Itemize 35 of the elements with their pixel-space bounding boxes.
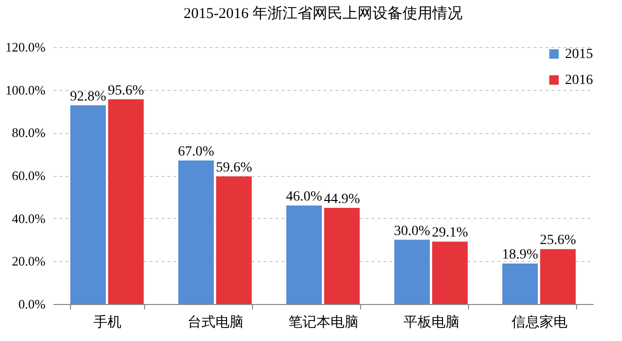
x-tick-label: 笔记本电脑 <box>288 314 358 330</box>
y-tick-label: 0.0% <box>18 296 46 312</box>
y-tick-label: 100.0% <box>5 82 46 98</box>
data-label: 44.9% <box>324 192 360 207</box>
data-label: 46.0% <box>286 189 322 204</box>
data-label: 18.9% <box>502 248 538 263</box>
data-label: 95.6% <box>108 83 144 98</box>
legend-label: 2015 <box>565 47 593 62</box>
bar <box>70 105 106 304</box>
bar <box>108 99 144 304</box>
y-tick-label: 60.0% <box>12 168 46 183</box>
bar <box>502 264 538 304</box>
x-tick-label: 手机 <box>94 314 122 330</box>
data-label: 25.6% <box>540 233 576 248</box>
data-label: 29.1% <box>432 226 468 241</box>
bar <box>286 205 322 304</box>
y-tick-label: 40.0% <box>12 210 46 226</box>
x-tick-label: 平板电脑 <box>404 314 460 330</box>
bar <box>394 240 430 304</box>
y-tick-label: 20.0% <box>12 254 46 269</box>
bar <box>216 176 252 304</box>
y-tick-label: 120.0% <box>5 40 46 54</box>
bar <box>324 208 360 304</box>
data-label: 67.0% <box>178 144 214 160</box>
x-tick-label: 信息家电 <box>512 314 568 330</box>
legend-label: 2016 <box>565 73 593 88</box>
data-label: 30.0% <box>394 224 430 239</box>
bar <box>178 160 214 304</box>
x-tick-label: 台式电脑 <box>188 314 244 330</box>
y-tick-label: 80.0% <box>12 125 46 140</box>
bar <box>432 242 468 304</box>
data-label: 92.8% <box>70 89 106 104</box>
data-label: 59.6% <box>216 160 252 176</box>
bar <box>540 249 576 304</box>
chart-title: 2015-2016 年浙江省网民上网设备使用情况 <box>184 5 462 22</box>
